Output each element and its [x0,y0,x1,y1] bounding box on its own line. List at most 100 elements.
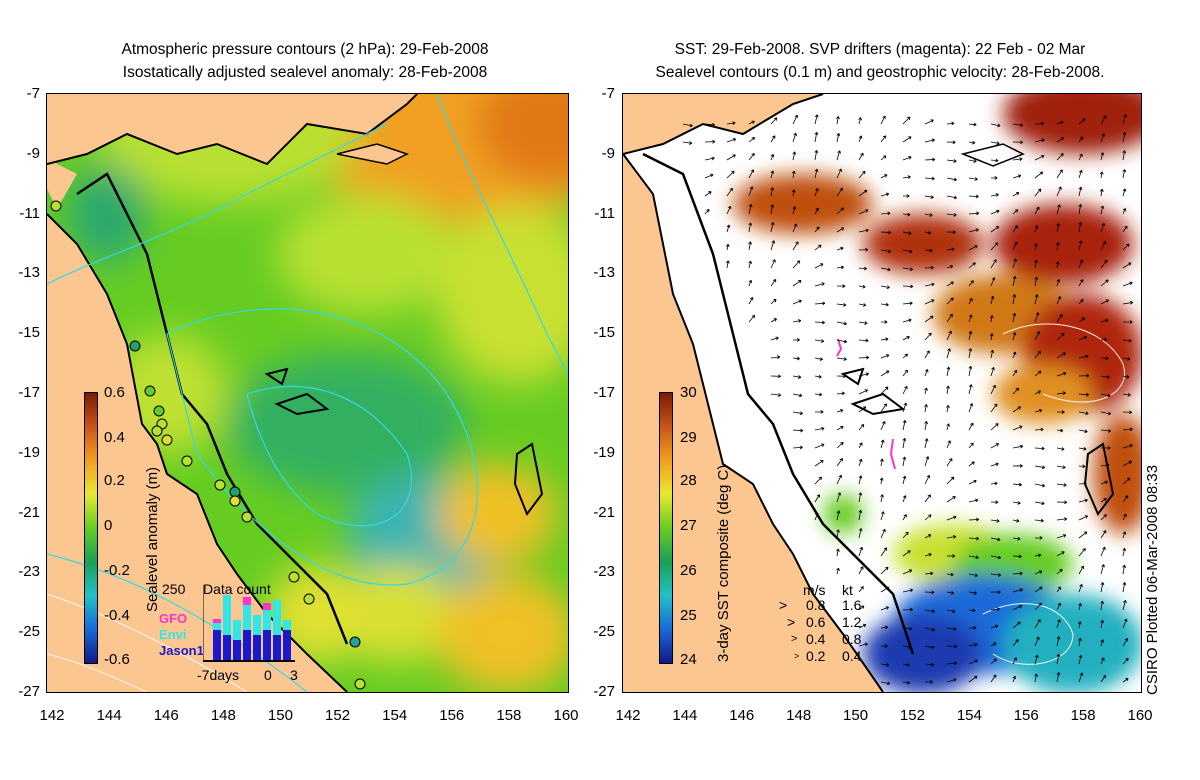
legend-envi: Envi [159,627,187,642]
velocity-arrow [770,204,775,215]
velocity-arrow [1100,222,1106,233]
right-lon-tick-6: 154 [956,707,982,724]
velocity-arrow [902,569,913,575]
vel-row0-ms: 0.8 [806,597,826,613]
velocity-arrow [770,170,775,179]
velocity-arrow [858,442,863,449]
right-lat-tick-7: -21 [593,503,615,521]
velocity-arrow [924,438,929,449]
left-title-line2: Isostatically adjusted sealevel anomaly:… [122,64,488,81]
right-lat-tick-1: -9 [601,144,615,162]
right-lat-tick-0: -7 [601,85,615,102]
velocity-arrow [880,494,884,503]
velocity-arrow [990,242,999,251]
velocity-arrow [792,299,802,305]
velocity-arrow [902,680,911,685]
velocity-arrow [1100,133,1106,143]
velocity-arrow [924,315,934,323]
velocity-arrow [1012,482,1022,487]
inset-title: Data count [203,581,271,597]
velocity-arrow [1100,411,1112,416]
velocity-arrow [858,228,869,233]
left-axis-frame [46,93,569,693]
velocity-arrow [990,462,999,467]
velocity-arrow [924,332,932,341]
right-lat-tick-10: -27 [593,683,615,700]
velocity-arrow [946,297,954,305]
vel-row3-kt: 0.4 [842,648,862,664]
velocity-arrow [1122,357,1131,361]
velocity-arrow [902,155,912,161]
velocity-arrow [858,528,863,539]
legend-gfo: GFO [159,611,188,626]
right-cb-tick-4: 26 [680,562,697,579]
velocity-arrow [836,409,844,413]
velocity-arrow [726,137,737,143]
velocity-arrow [1099,171,1104,179]
velocity-arrow [858,209,869,215]
velocity-arrow [968,297,973,305]
velocity-arrow [924,456,930,467]
velocity-arrow [968,194,979,199]
velocity-arrow [726,205,732,215]
velocity-arrow [858,423,865,431]
vel-row3-arrow: > [794,651,800,661]
velocity-arrow [770,318,777,323]
velocity-arrow [770,355,781,360]
velocity-arrow [858,458,863,467]
velocity-arrow [792,411,803,416]
velocity-arrow [814,494,821,503]
velocity-arrow [1078,354,1089,359]
velocity-arrow [1100,259,1108,269]
velocity-arrow [990,123,1001,128]
inset-x-end: 3 [290,667,298,683]
velocity-arrow [1056,568,1063,575]
velocity-arrow [946,177,958,182]
velocity-arrow [770,135,776,143]
velocity-arrow [704,156,715,161]
velocity-arrow [1078,169,1083,179]
left-cb-tick-6: -0.6 [104,651,130,668]
velocity-arrow [880,439,885,449]
velocity-arrow [858,642,868,647]
velocity-arrow [1034,654,1039,665]
right-lat-tick-2: -11 [594,204,615,222]
right-colorbar [659,392,673,664]
velocity-arrow [968,555,979,560]
left-lat-tick-3: -13 [18,264,40,282]
velocity-arrow [1034,446,1045,451]
left-lon-tick-6: 154 [382,707,408,724]
velocity-arrow [1056,204,1061,215]
velocity-arrow [902,475,907,485]
velocity-arrow [968,177,978,181]
velocity-arrow [1056,120,1064,125]
velocity-arrow [1078,335,1088,341]
velocity-arrow [1100,657,1105,665]
velocity-arrow [1100,514,1107,521]
velocity-arrow [990,226,1000,233]
velocity-arrow [1012,312,1017,323]
velocity-arrow [858,406,867,413]
velocity-arrow [704,139,716,144]
velocity-arrow [990,193,999,197]
velocity-arrow [1078,498,1088,503]
velocity-arrow [880,192,890,197]
velocity-arrow [1078,446,1087,451]
velocity-arrow [858,509,863,521]
velocity-arrow [902,550,911,557]
tide-gauges [50,200,366,690]
velocity-arrow [1034,370,1042,377]
velocity-arrow [858,605,865,611]
velocity-arrow [1100,393,1111,398]
velocity-arrow [836,339,848,344]
right-lat-tick-4: -15 [593,324,615,342]
velocity-arrow [902,194,910,198]
velocity-arrow [1078,392,1090,397]
velocity-arrow [946,313,953,323]
data-count-inset [203,585,295,665]
velocity-arrow [704,122,716,127]
velocity-arrow [1078,603,1082,611]
velocity-arrow [880,662,890,667]
velocity-arrow [1012,140,1024,145]
velocity-arrow [1078,118,1086,125]
